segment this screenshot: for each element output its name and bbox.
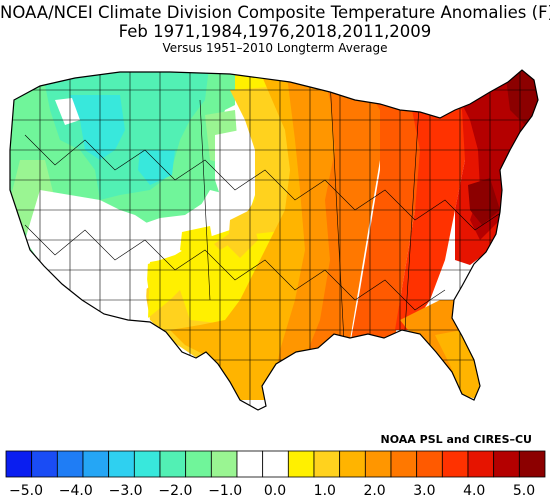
colorbar-swatch [31, 450, 58, 478]
colorbar-swatch [56, 450, 84, 478]
colorbar-swatch [493, 450, 520, 478]
colorbar-swatch [287, 450, 315, 478]
colorbar-swatch [133, 450, 161, 478]
colorbar-swatch [210, 450, 238, 478]
colorbar-swatch [467, 450, 495, 478]
map-title: NOAA/NCEI Climate Division Composite Tem… [0, 3, 550, 22]
colorbar-tick-label: −4.0 [59, 483, 93, 497]
colorbar-tick-label: 5.0 [513, 483, 535, 497]
colorbar-swatch [339, 450, 366, 478]
colorbar-swatch [236, 450, 264, 478]
colorbar-swatch [82, 450, 110, 478]
colorbar-swatch [159, 450, 187, 478]
colorbar-tick-label: 1.0 [314, 483, 336, 497]
map-subtitle: Feb 1971,1984,1976,2018,2011,2009 [118, 22, 432, 41]
colorbar-swatch [313, 450, 341, 478]
colorbar-swatch [5, 450, 33, 478]
colorbar-tick-label: −1.0 [208, 483, 242, 497]
colorbar-swatch [108, 450, 135, 478]
colorbar-swatch [262, 450, 289, 478]
colorbar-swatch [185, 450, 212, 478]
colorbar-tick-label: 2.0 [363, 483, 385, 497]
colorbar-tick-label: −3.0 [109, 483, 143, 497]
us-climate-division-map [9, 69, 539, 411]
colorbar-tick-label: −2.0 [158, 483, 192, 497]
colorbar-swatch [441, 450, 469, 478]
colorbar-tick-label: −5.0 [9, 483, 43, 497]
colorbar-swatch [364, 450, 392, 478]
colorbar-swatch [390, 450, 418, 478]
colorbar-tick-label: 0.0 [264, 483, 286, 497]
data-credit: NOAA PSL and CIRES–CU [380, 433, 532, 446]
map-baseline-note: Versus 1951–2010 Longterm Average [162, 41, 388, 55]
colorbar-tick-label: 3.0 [413, 483, 435, 497]
colorbar-swatch [518, 450, 546, 478]
colorbar-swatch [416, 450, 443, 478]
colorbar-tick-label: 4.0 [463, 483, 485, 497]
